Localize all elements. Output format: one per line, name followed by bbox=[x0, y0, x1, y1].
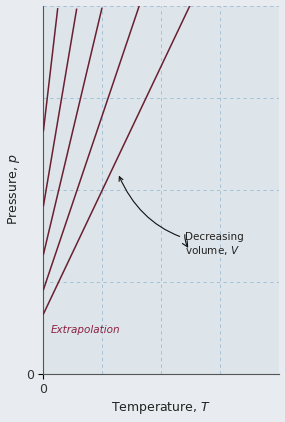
Text: Extrapolation: Extrapolation bbox=[50, 325, 120, 335]
X-axis label: Temperature, $T$: Temperature, $T$ bbox=[111, 400, 211, 417]
Text: Decreasing
volume, $V$: Decreasing volume, $V$ bbox=[119, 177, 244, 257]
Y-axis label: Pressure, $p$: Pressure, $p$ bbox=[5, 154, 22, 225]
